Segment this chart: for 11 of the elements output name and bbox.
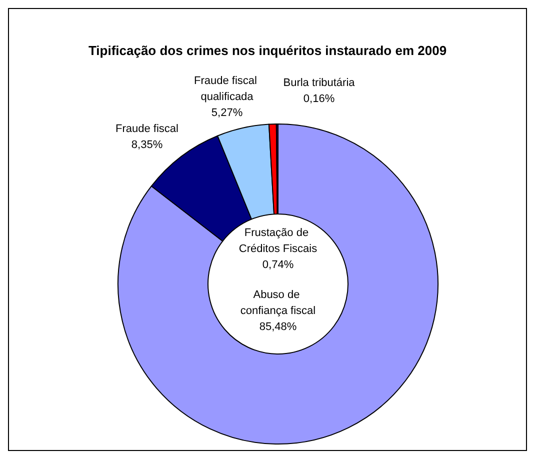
data-label: 8,35% [131, 139, 163, 151]
data-label: 0,16% [303, 93, 335, 105]
slice-label: Abuso de confiança fiscal [240, 289, 316, 317]
chart-title: Tipificação dos crimes nos inquéritos instaurado em 2009 [88, 43, 447, 58]
data-label: 85,48% [259, 321, 297, 333]
slice-label: Fraude fiscal [116, 123, 178, 135]
slice-label: Frustação de Créditos Fiscais [238, 227, 318, 255]
data-label: 0,74% [262, 259, 294, 271]
slice-label: Fraude fiscal qualificada [194, 75, 260, 103]
data-label: 5,27% [211, 107, 243, 119]
slice-label: Burla tributária [283, 77, 356, 89]
